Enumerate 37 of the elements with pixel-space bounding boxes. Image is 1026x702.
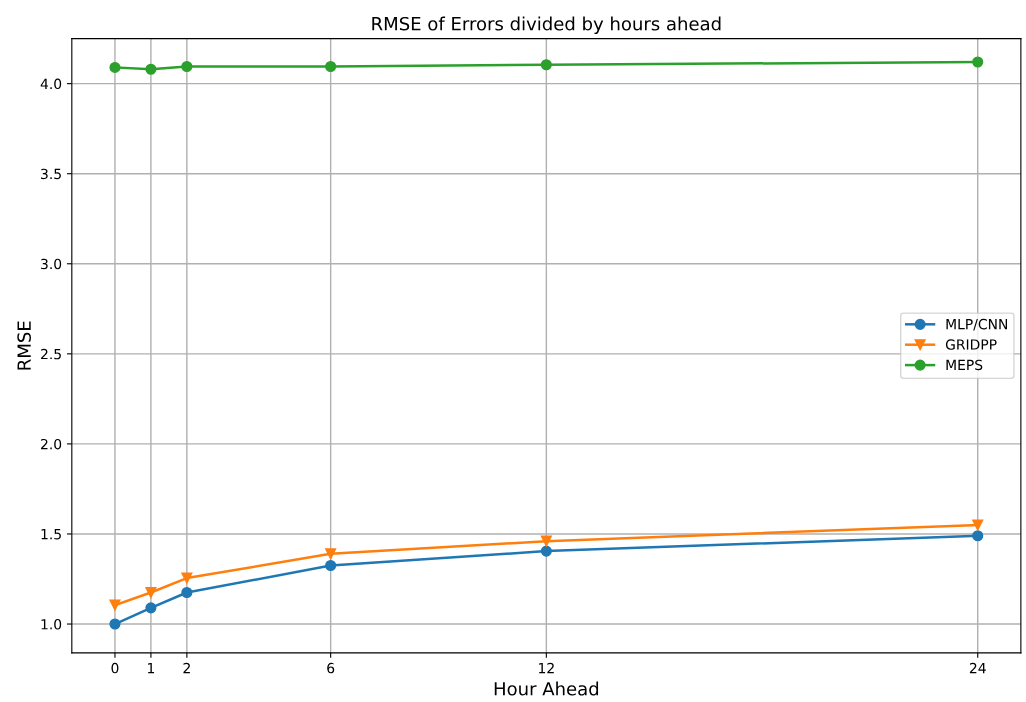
x-tick-label: 1: [148, 663, 155, 674]
point: [109, 61, 121, 73]
y-tick-label: 3.5: [41, 168, 61, 180]
y-tick-label: 1.0: [41, 619, 62, 630]
x-tick-label: 2: [183, 662, 190, 674]
legend-label: MLP/CNN: [946, 318, 1007, 331]
y-tick-label: 3.0: [41, 258, 62, 270]
point: [181, 60, 193, 73]
point: [109, 618, 121, 630]
point: [972, 530, 984, 542]
point: [540, 59, 552, 71]
point: [181, 586, 193, 599]
x-axis-title: Hour Ahead: [494, 681, 599, 696]
y-axis-title: RMSE: [17, 321, 31, 370]
y-tick-label: 2.5: [41, 348, 61, 360]
point: [145, 602, 157, 614]
x-tick-label: 24: [969, 662, 986, 674]
y-tick-label: 2.0: [41, 438, 62, 450]
point: [972, 56, 984, 68]
point: [325, 548, 337, 560]
point: [540, 535, 552, 547]
point: [109, 599, 121, 611]
y-tick-label: 1.5: [41, 529, 61, 540]
legend-label: GRIDPP: [945, 339, 997, 350]
point: [540, 545, 552, 557]
x-tick-label: 12: [539, 662, 554, 674]
point: [325, 559, 337, 572]
x-tick-label: 6: [327, 662, 335, 674]
legend-label: MEPS: [946, 359, 983, 371]
point: [145, 63, 157, 75]
x-tick-label: 0: [111, 662, 119, 674]
point: [325, 60, 337, 73]
point: [972, 519, 984, 531]
chart-title: RMSE of Errors divided by hours ahead: [372, 16, 721, 35]
y-tick-label: 4.0: [40, 78, 62, 90]
point: [145, 586, 157, 599]
point: [181, 572, 193, 584]
